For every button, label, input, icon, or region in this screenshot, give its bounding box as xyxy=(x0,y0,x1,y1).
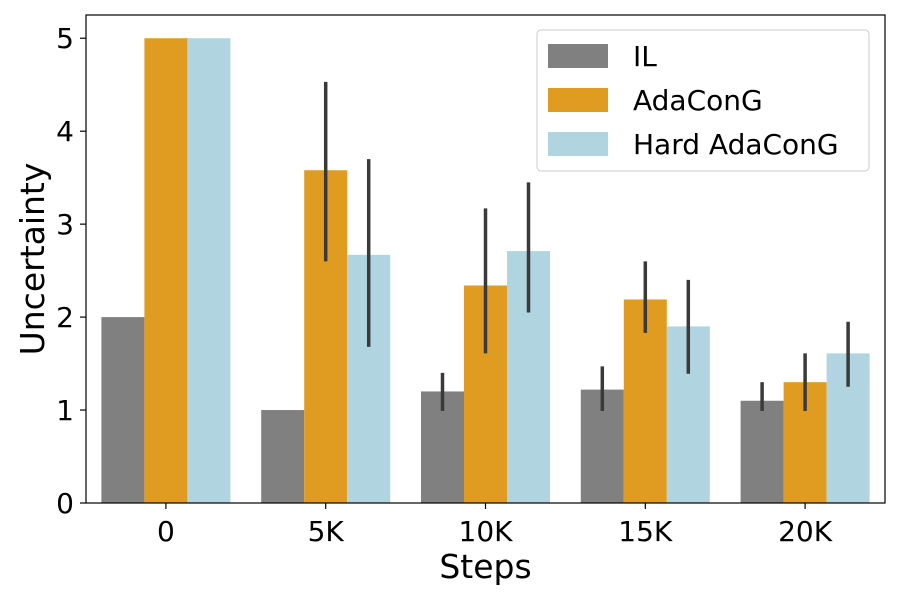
x-tick-label: 0 xyxy=(157,515,175,548)
y-tick-label: 1 xyxy=(56,394,74,427)
bar-adacong xyxy=(144,38,188,503)
y-tick-label: 3 xyxy=(56,208,74,241)
y-axis-label: Uncertainty xyxy=(13,163,52,356)
legend-swatch-adacong xyxy=(548,88,608,112)
bar-hard-adacong xyxy=(187,38,231,503)
legend-label-adacong: AdaConG xyxy=(633,84,763,117)
x-tick-label: 5K xyxy=(308,515,345,548)
x-tick-label: 10K xyxy=(459,515,514,548)
y-tick-label: 2 xyxy=(56,301,74,334)
y-axis-ticks: 0 1 2 3 4 5 xyxy=(56,22,86,520)
error-bars-group xyxy=(323,81,850,411)
bar-il xyxy=(261,410,305,503)
bar-il xyxy=(101,317,145,503)
bar-adacong xyxy=(623,299,667,503)
y-tick-label: 5 xyxy=(56,22,74,55)
x-tick-label: 20K xyxy=(778,515,833,548)
x-axis-ticks: 0 5K 10K 15K 20K xyxy=(157,503,833,548)
legend-label-hard-adacong: Hard AdaConG xyxy=(633,128,839,161)
legend-label-il: IL xyxy=(633,40,657,73)
plot-frame xyxy=(85,14,886,504)
legend-swatch-hard-adacong xyxy=(548,132,608,156)
y-tick-label: 0 xyxy=(56,487,74,520)
y-tick-label: 4 xyxy=(56,115,74,148)
legend: IL AdaConG Hard AdaConG xyxy=(536,29,870,172)
bar-il xyxy=(740,400,784,503)
legend-box xyxy=(536,29,870,172)
bars-group xyxy=(101,38,870,503)
x-axis-label: Steps xyxy=(439,547,531,586)
legend-swatch-il xyxy=(548,44,608,68)
x-tick-label: 15K xyxy=(618,515,673,548)
